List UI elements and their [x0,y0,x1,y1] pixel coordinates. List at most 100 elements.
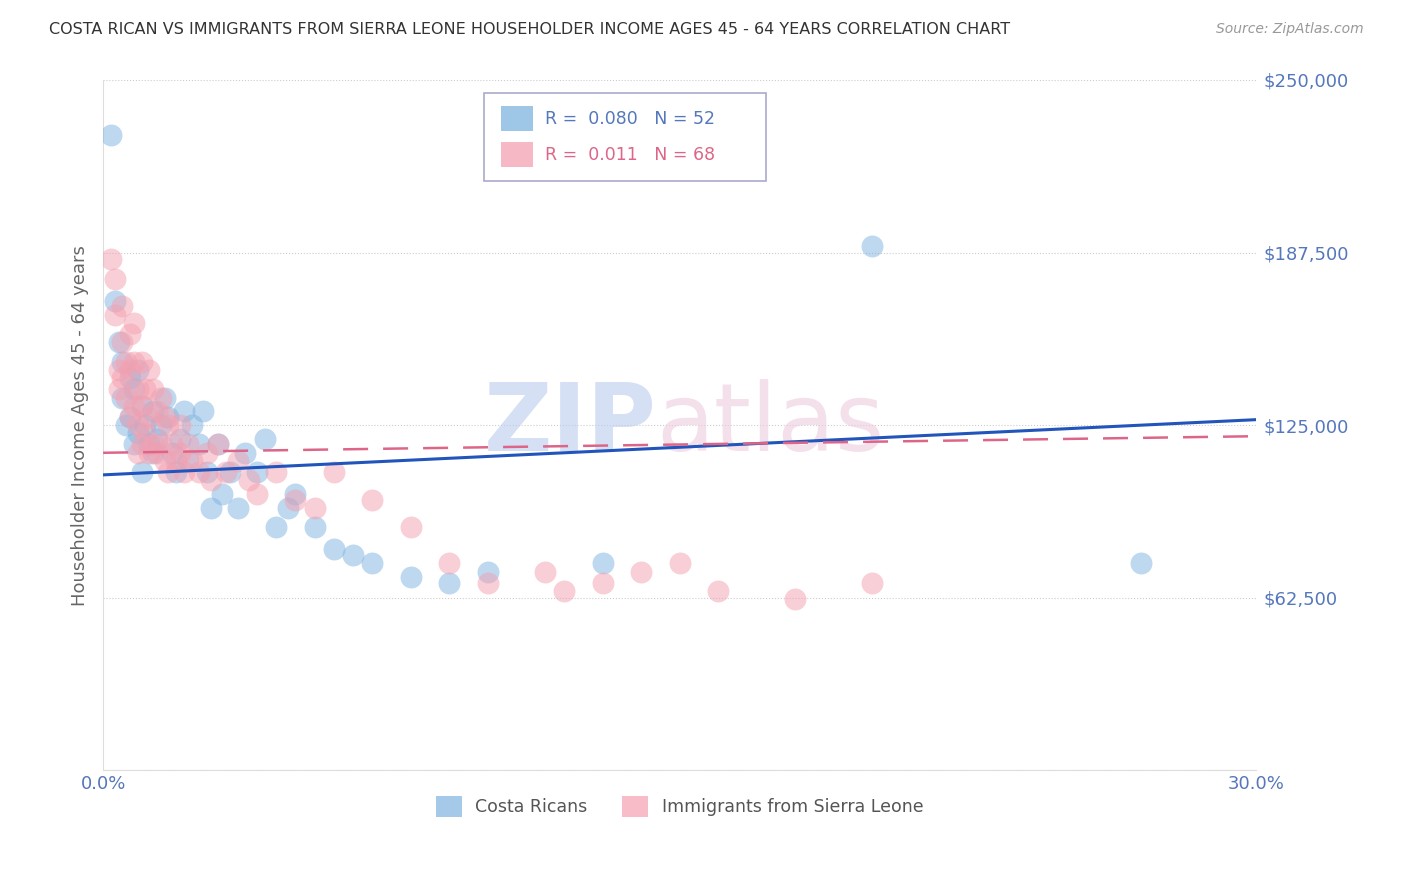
Point [107,363,129,377]
Point [131,465,153,479]
Point [149,437,172,451]
Point [553,583,575,598]
Point [111,335,134,350]
Point [477,565,499,579]
Point [127,446,149,460]
Point [188,465,211,479]
Point [200,474,222,488]
Point [127,363,149,377]
Point [134,382,156,396]
Point [138,437,160,451]
Text: Source: ZipAtlas.com: Source: ZipAtlas.com [1216,22,1364,37]
Point [169,446,191,460]
Point [246,487,269,501]
Point [304,520,326,534]
Point [707,583,730,598]
Text: atlas: atlas [657,379,884,471]
Point [142,382,165,396]
Point [226,454,249,468]
Point [322,465,344,479]
Text: R =  0.080   N = 52: R = 0.080 N = 52 [544,110,714,128]
Point [100,252,122,267]
Point [668,556,690,570]
Point [153,409,176,424]
Point [264,465,287,479]
Point [399,520,422,534]
Point [111,391,134,405]
Point [122,316,145,330]
Point [104,308,127,322]
Text: R =  0.011   N = 68: R = 0.011 N = 68 [544,145,714,163]
Point [284,492,307,507]
Point [104,293,127,308]
Point [107,382,129,396]
Point [157,465,180,479]
Point [191,404,214,418]
Text: COSTA RICAN VS IMMIGRANTS FROM SIERRA LEONE HOUSEHOLDER INCOME AGES 45 - 64 YEAR: COSTA RICAN VS IMMIGRANTS FROM SIERRA LE… [49,22,1011,37]
Point [127,382,149,396]
Point [200,501,222,516]
Point [322,542,344,557]
Point [118,363,141,377]
Point [437,575,460,590]
Point [131,399,153,413]
Point [111,300,134,314]
Point [146,446,169,460]
Point [122,382,145,396]
Bar [501,142,533,167]
Point [146,404,169,418]
Point [134,426,156,441]
Point [127,418,149,433]
Point [860,575,883,590]
Point [342,548,364,562]
Point [127,426,149,441]
Point [1130,556,1153,570]
Point [142,437,165,451]
Point [149,418,172,433]
Point [157,418,180,433]
Legend: Costa Ricans, Immigrants from Sierra Leone: Costa Ricans, Immigrants from Sierra Leo… [429,789,931,824]
Point [180,454,202,468]
Point [157,409,180,424]
Point [111,354,134,368]
Point [277,501,299,516]
Point [153,454,176,468]
Point [100,128,122,143]
Point [477,575,499,590]
Point [437,556,460,570]
Point [118,409,141,424]
Point [264,520,287,534]
Point [253,432,276,446]
Point [173,404,195,418]
Point [118,409,141,424]
Point [630,565,652,579]
Point [104,272,127,286]
FancyBboxPatch shape [484,93,766,181]
Point [211,487,233,501]
Bar [501,106,533,131]
Point [304,501,326,516]
Point [235,446,257,460]
Point [131,354,153,368]
Point [399,570,422,584]
Point [107,335,129,350]
Point [138,446,160,460]
Point [165,454,187,468]
Point [131,399,153,413]
Point [207,437,229,451]
Point [284,487,307,501]
Point [176,454,198,468]
Point [118,326,141,341]
Point [162,446,184,460]
Point [153,391,176,405]
Point [215,465,238,479]
Point [138,409,160,424]
Point [134,418,156,433]
Point [246,465,269,479]
Point [195,465,218,479]
Point [176,437,198,451]
Point [195,446,218,460]
Point [169,432,191,446]
Point [111,371,134,385]
Point [173,465,195,479]
